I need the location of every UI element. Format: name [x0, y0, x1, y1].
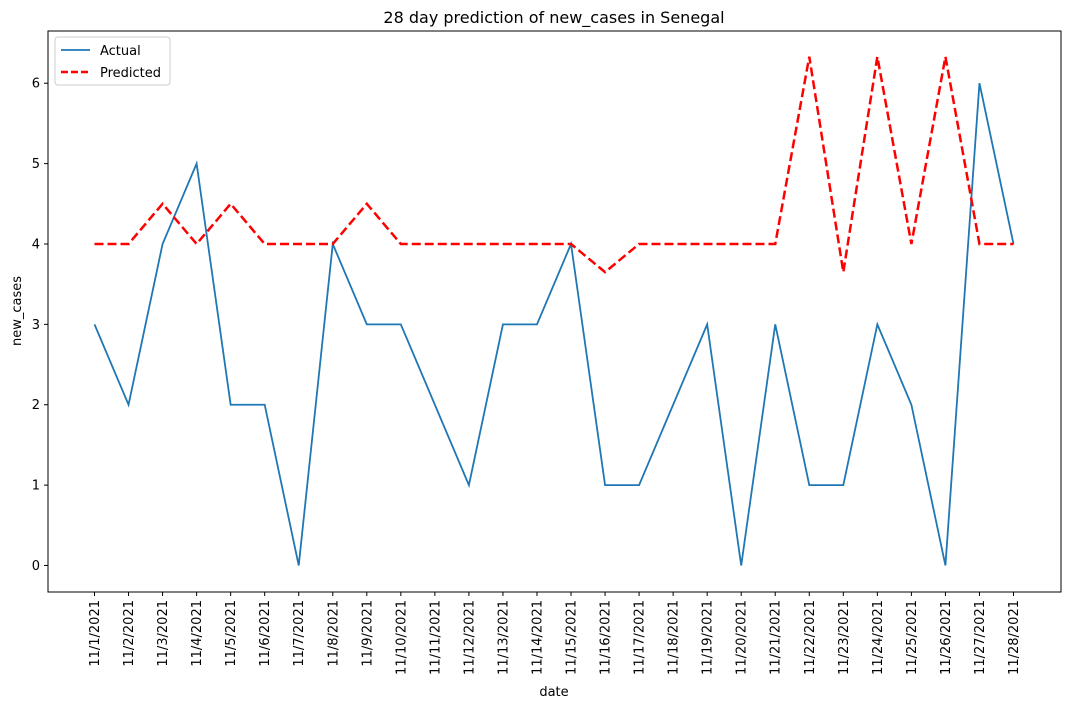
legend-label-actual: Actual	[100, 44, 141, 59]
x-tick-label: 11/8/2021	[326, 600, 341, 667]
x-axis-ticks: 11/1/2021 11/2/2021 11/3/2021 11/4/2021 11/5…	[88, 592, 1022, 675]
x-tick-label: 11/3/2021	[156, 600, 171, 667]
x-tick-label: 11/22/2021	[803, 600, 818, 675]
y-tick-label: 4	[32, 237, 40, 252]
x-tick-label: 11/19/2021	[701, 600, 716, 675]
x-tick-label: 11/5/2021	[224, 600, 239, 667]
chart-title: 28 day prediction of new_cases in Senega…	[383, 8, 724, 28]
legend-label-predicted: Predicted	[100, 66, 161, 81]
x-tick-label: 11/27/2021	[973, 600, 988, 675]
x-tick-label: 11/15/2021	[565, 600, 580, 675]
series-line-predicted	[94, 56, 1014, 274]
y-tick-label: 2	[32, 398, 40, 413]
y-tick-label: 6	[32, 77, 40, 92]
x-tick-label: 11/13/2021	[496, 600, 511, 675]
x-tick-label: 11/28/2021	[1007, 600, 1022, 675]
x-axis-label: date	[539, 685, 568, 700]
x-tick-label: 11/17/2021	[633, 600, 648, 675]
x-tick-label: 11/6/2021	[258, 600, 273, 667]
x-tick-label: 11/20/2021	[735, 600, 750, 675]
series-line-actual	[93, 83, 1015, 566]
x-tick-label: 11/12/2021	[462, 600, 477, 675]
x-tick-label: 11/23/2021	[837, 600, 852, 675]
y-axis-ticks: 0 1 2 3 4 5 6	[32, 77, 48, 574]
x-tick-label: 11/7/2021	[292, 600, 307, 667]
x-tick-label: 11/26/2021	[939, 600, 954, 675]
x-tick-label: 11/21/2021	[769, 600, 784, 675]
x-tick-label: 11/16/2021	[599, 600, 614, 675]
x-tick-label: 11/4/2021	[190, 600, 205, 667]
x-tick-label: 11/2/2021	[122, 600, 137, 667]
x-tick-label: 11/11/2021	[428, 600, 443, 675]
y-tick-label: 1	[32, 479, 40, 494]
x-tick-label: 11/14/2021	[530, 600, 545, 675]
y-tick-label: 0	[32, 559, 40, 574]
x-tick-label: 11/10/2021	[394, 600, 409, 675]
x-tick-label: 11/24/2021	[871, 600, 886, 675]
series-lines	[93, 56, 1015, 566]
legend: Actual Predicted	[54, 36, 171, 86]
plot-area	[47, 30, 1062, 593]
y-axis-label: new_cases	[10, 276, 25, 346]
x-tick-label: 11/18/2021	[667, 600, 682, 675]
x-tick-label: 11/1/2021	[88, 600, 103, 667]
y-tick-label: 3	[32, 318, 40, 333]
x-tick-label: 11/9/2021	[360, 600, 375, 667]
x-tick-label: 11/25/2021	[905, 600, 920, 675]
y-tick-label: 5	[32, 157, 40, 172]
